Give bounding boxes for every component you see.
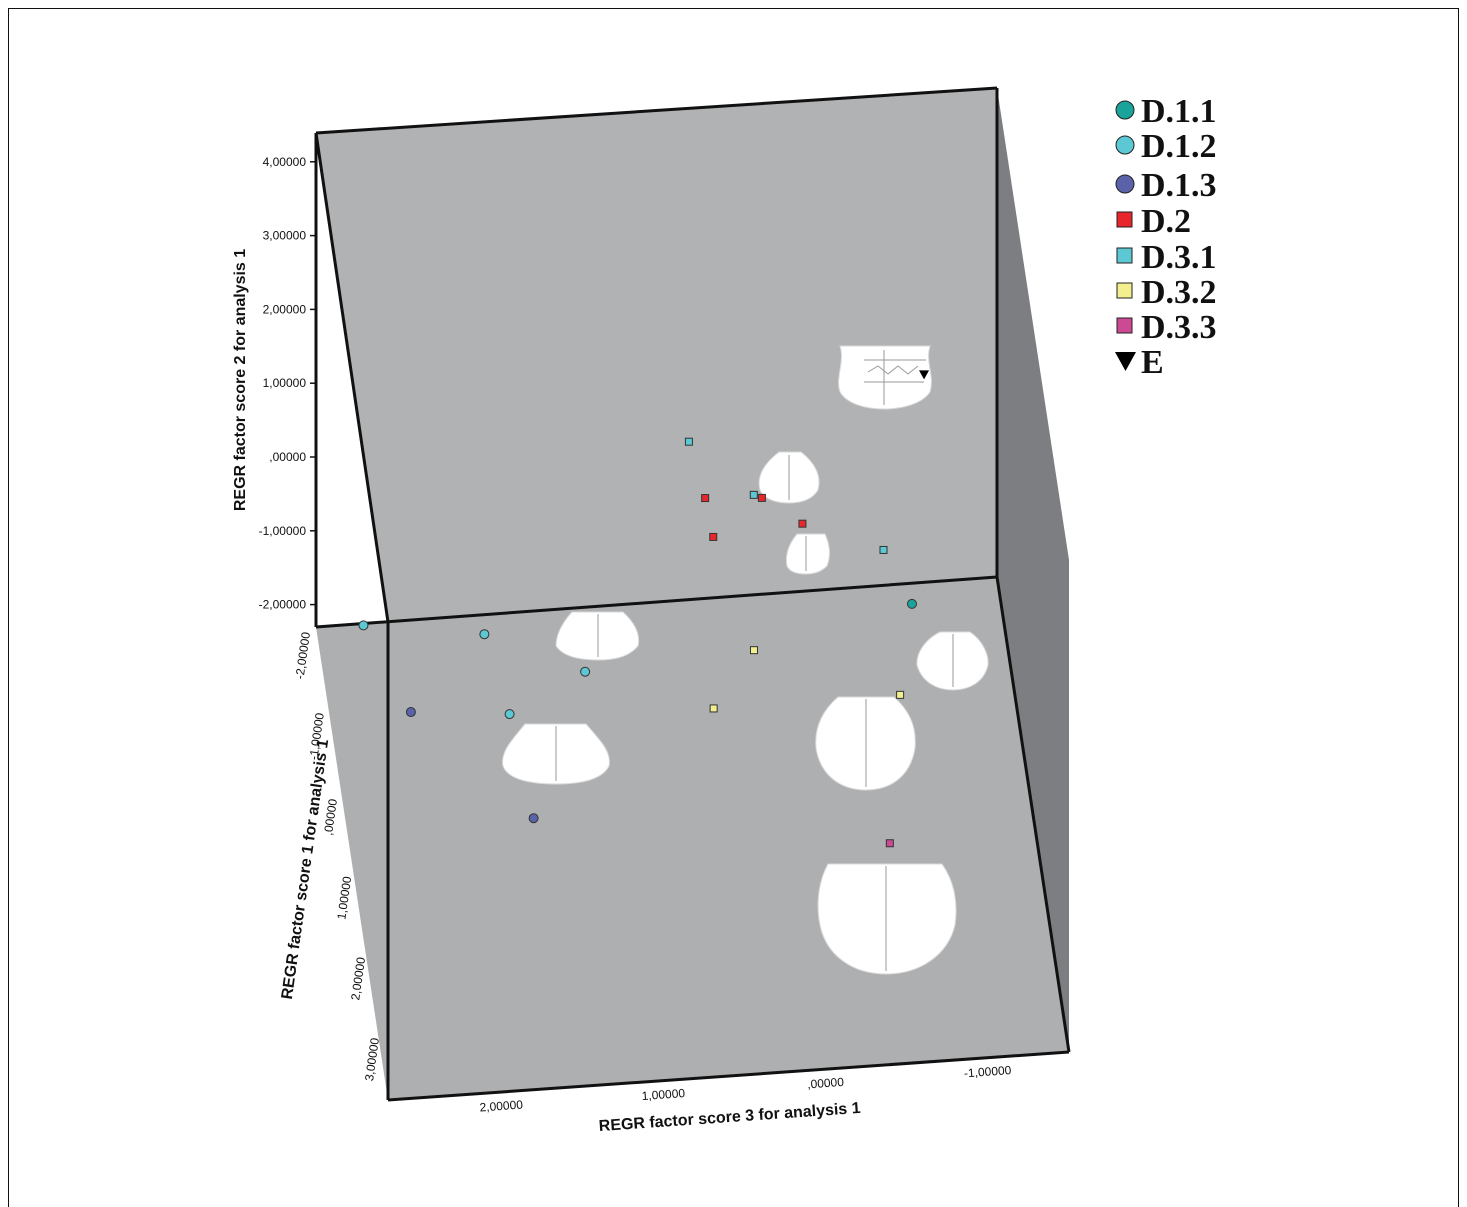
legend-marker [1115, 135, 1135, 155]
horizontal-tick-label: ,00000 [807, 1075, 845, 1092]
depth-tick-label: 2,00000 [348, 956, 368, 1001]
edge-diag-left [314, 132, 390, 623]
legend-marker [1116, 317, 1133, 334]
point-d-3-1 [749, 490, 758, 499]
point-d-2 [757, 493, 766, 502]
legend-label: D.2 [1141, 203, 1191, 240]
legend-item-e: E [1115, 344, 1164, 381]
legend-marker [1115, 352, 1136, 371]
depth-tick-label: 3,00000 [362, 1037, 382, 1082]
legend-item-d-3-3: D.3.3 [1116, 309, 1217, 346]
point-d-1-2 [479, 629, 490, 640]
legend-label: D.3.3 [1141, 309, 1217, 346]
legend-marker [1115, 100, 1135, 120]
box-edges [314, 86, 1071, 1102]
legend-marker [1115, 174, 1135, 194]
vessel-image [817, 863, 957, 975]
point-d-1-3 [528, 813, 539, 824]
vertical-tick-label: 3,00000 [263, 229, 307, 243]
legend-item-d-3-1: D.3.1 [1116, 239, 1217, 276]
vessel-decoration [555, 350, 954, 971]
side-wall [997, 88, 1069, 1052]
horizontal-axis-title: REGR factor score 3 for analysis 1 [598, 1100, 861, 1135]
edge-floor-front [387, 1050, 1070, 1102]
point-d-3-1 [879, 545, 888, 554]
point-d-1-2 [358, 620, 369, 631]
data-points [358, 370, 930, 848]
depth-axis-ticks: -2,00000 -1,00000 ,00000 1,00000 2,00000 3,00… [293, 631, 382, 1082]
point-d-1-2 [580, 666, 591, 677]
point-d-1-1 [906, 598, 917, 609]
point-d-3-1 [684, 437, 693, 446]
vertical-tick-label: 1,00000 [263, 376, 307, 390]
legend: D.1.1D.1.2D.1.3D.2D.3.1D.3.2D.3.3E [1115, 93, 1217, 381]
vertical-tick-label: 2,00000 [263, 302, 307, 316]
vertical-axis-title: REGR factor score 2 for analysis 1 [232, 249, 249, 511]
legend-marker [1116, 211, 1133, 228]
legend-item-d-1-2: D.1.2 [1115, 128, 1217, 165]
point-d-3-2 [749, 646, 758, 655]
point-d-2 [701, 494, 710, 503]
horizontal-tick-label: 2,00000 [479, 1097, 524, 1114]
vessel-image [785, 533, 830, 575]
legend-label: D.1.2 [1141, 128, 1217, 165]
point-d-3-3 [885, 839, 894, 848]
point-d-1-2 [504, 709, 515, 720]
depth-axis-title: REGR factor score 1 for analysis 1 [279, 738, 332, 1000]
point-d-1-3 [405, 707, 416, 718]
point-d-3-2 [896, 690, 905, 699]
point-d-2 [709, 532, 718, 541]
legend-marker [1116, 247, 1133, 264]
legend-label: D.3.2 [1141, 274, 1217, 311]
point-d-2 [798, 519, 807, 528]
vertical-axis-ticks: 4,00000 3,00000 2,00000 1,00000 ,00000 -1,000… [259, 155, 316, 612]
horizontal-axis-ticks: 2,00000 1,00000 ,00000 -1,00000 [479, 1063, 1012, 1114]
depth-tick-label: -2,00000 [293, 631, 314, 680]
vertical-tick-label: ,00000 [269, 450, 306, 464]
legend-item-d-1-3: D.1.3 [1115, 167, 1217, 204]
horizontal-tick-label: -1,00000 [964, 1063, 1013, 1080]
edge-back-top [315, 86, 998, 135]
vertical-tick-label: 4,00000 [263, 155, 307, 169]
depth-tick-label: 1,00000 [334, 875, 354, 920]
edge-floor-back [315, 575, 998, 629]
vertical-tick-label: -1,00000 [259, 524, 307, 538]
vessel-image [555, 611, 640, 661]
back-wall [316, 88, 997, 622]
legend-item-d-1-1: D.1.1 [1115, 93, 1217, 130]
vertical-tick-label: -2,00000 [259, 598, 307, 612]
legend-marker [1116, 282, 1133, 299]
legend-label: D.1.1 [1141, 93, 1217, 130]
depth-tick-label: -1,00000 [306, 712, 327, 761]
legend-item-d-2: D.2 [1116, 203, 1191, 240]
vessel-image [838, 345, 932, 410]
figure-frame [8, 8, 1459, 1207]
legend-label: E [1141, 344, 1164, 381]
point-d-3-2 [709, 704, 718, 713]
legend-label: D.1.3 [1141, 167, 1217, 204]
legend-item-d-3-2: D.3.2 [1116, 274, 1217, 311]
legend-label: D.3.1 [1141, 239, 1217, 276]
edge-floor-right [995, 576, 1071, 1053]
depth-tick-label: ,00000 [321, 798, 340, 837]
horizontal-tick-label: 1,00000 [641, 1086, 686, 1103]
point-e [919, 370, 930, 380]
